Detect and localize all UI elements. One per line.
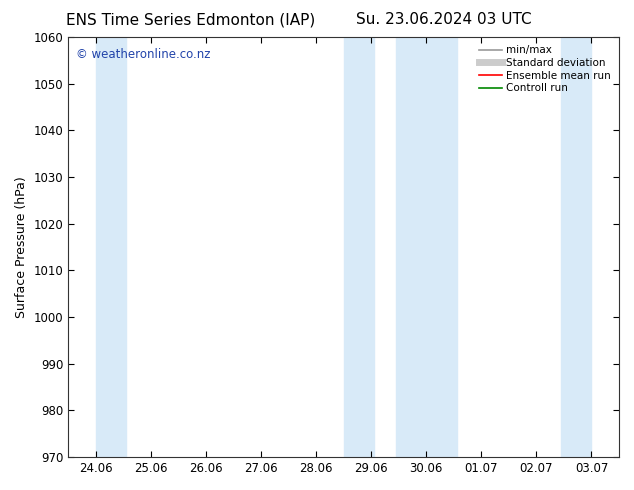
Text: © weatheronline.co.nz: © weatheronline.co.nz xyxy=(77,48,211,61)
Legend: min/max, Standard deviation, Ensemble mean run, Controll run: min/max, Standard deviation, Ensemble me… xyxy=(476,42,614,97)
Bar xyxy=(344,37,374,457)
Bar xyxy=(96,37,126,457)
Y-axis label: Surface Pressure (hPa): Surface Pressure (hPa) xyxy=(15,176,28,318)
Text: Su. 23.06.2024 03 UTC: Su. 23.06.2024 03 UTC xyxy=(356,12,532,27)
Text: ENS Time Series Edmonton (IAP): ENS Time Series Edmonton (IAP) xyxy=(65,12,315,27)
Bar xyxy=(561,37,592,457)
Bar xyxy=(396,37,456,457)
